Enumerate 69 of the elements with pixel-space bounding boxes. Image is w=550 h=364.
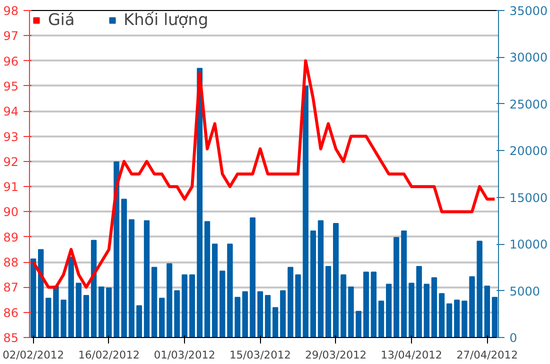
legend-label: Khối lượng bbox=[124, 10, 208, 29]
bar bbox=[136, 305, 142, 338]
bar bbox=[378, 300, 384, 338]
bar bbox=[250, 217, 256, 338]
y-tick-label: 97 bbox=[3, 29, 19, 44]
bar bbox=[318, 220, 324, 338]
bar bbox=[438, 293, 445, 338]
y2-tick-label: 0 bbox=[510, 331, 518, 345]
bar bbox=[128, 219, 134, 338]
bar bbox=[68, 256, 74, 338]
bar bbox=[159, 298, 165, 338]
y-tick-label: 95 bbox=[3, 79, 19, 94]
bar bbox=[220, 270, 226, 338]
bar bbox=[302, 86, 308, 338]
y-tick-label: 94 bbox=[3, 104, 19, 119]
y2-tick-label: 5000 bbox=[510, 284, 540, 298]
bar bbox=[333, 223, 339, 338]
x-tick-label: 01/03/2012 bbox=[154, 348, 216, 362]
y-tick-label: 96 bbox=[3, 54, 19, 68]
bar bbox=[38, 249, 44, 338]
bar bbox=[484, 286, 490, 338]
x-tick-label: 02/02/2012 bbox=[2, 348, 64, 362]
x-tick-label: 13/04/2012 bbox=[380, 348, 442, 362]
x-tick-label: 16/02/2012 bbox=[78, 348, 140, 362]
y-tick-label: 88 bbox=[3, 256, 19, 270]
bar bbox=[394, 237, 400, 338]
x-tick-label: 29/03/2012 bbox=[305, 348, 367, 362]
bar bbox=[83, 294, 90, 338]
line-series bbox=[32, 59, 496, 289]
bar bbox=[212, 244, 218, 338]
bar bbox=[98, 286, 104, 338]
bar bbox=[446, 303, 452, 338]
y2-tick-label: 35000 bbox=[510, 4, 548, 18]
y-tick-label: 91 bbox=[3, 180, 19, 194]
bar bbox=[264, 294, 271, 338]
y-tick-label: 92 bbox=[3, 154, 19, 169]
y-tick-label: 86 bbox=[3, 306, 19, 320]
bar bbox=[325, 266, 332, 338]
y2-tick-label: 10000 bbox=[510, 238, 548, 252]
x-tick-label: 27/04/2012 bbox=[456, 348, 518, 362]
y-tick-label: 93 bbox=[3, 130, 19, 144]
bar bbox=[144, 220, 150, 338]
y-tick-label: 90 bbox=[3, 205, 19, 220]
legend-label: Giá bbox=[48, 10, 75, 29]
bar bbox=[151, 266, 158, 338]
bar bbox=[272, 307, 278, 338]
y2-tick-label: 15000 bbox=[510, 190, 548, 205]
bar bbox=[492, 296, 498, 338]
y-tick-label: 89 bbox=[3, 230, 19, 244]
x-tick-label: 15/03/2012 bbox=[230, 348, 291, 362]
bar bbox=[257, 291, 264, 338]
y-tick-label: 87 bbox=[3, 280, 19, 295]
bar bbox=[363, 272, 369, 338]
bar bbox=[204, 221, 210, 338]
bar bbox=[424, 284, 430, 338]
bar bbox=[310, 230, 316, 338]
y2-tick-label: 25000 bbox=[510, 97, 548, 112]
bar bbox=[30, 258, 36, 338]
y2-tick-label: 20000 bbox=[510, 144, 548, 158]
y-tick-label: 85 bbox=[3, 331, 19, 345]
bar bbox=[386, 284, 392, 338]
bar bbox=[189, 274, 195, 338]
y-tick-label: 98 bbox=[3, 4, 19, 18]
bar bbox=[90, 240, 97, 338]
y2-tick-label: 30000 bbox=[510, 50, 548, 65]
bar bbox=[76, 282, 82, 338]
bar bbox=[454, 300, 460, 338]
bar bbox=[370, 272, 377, 338]
bar bbox=[431, 277, 438, 338]
